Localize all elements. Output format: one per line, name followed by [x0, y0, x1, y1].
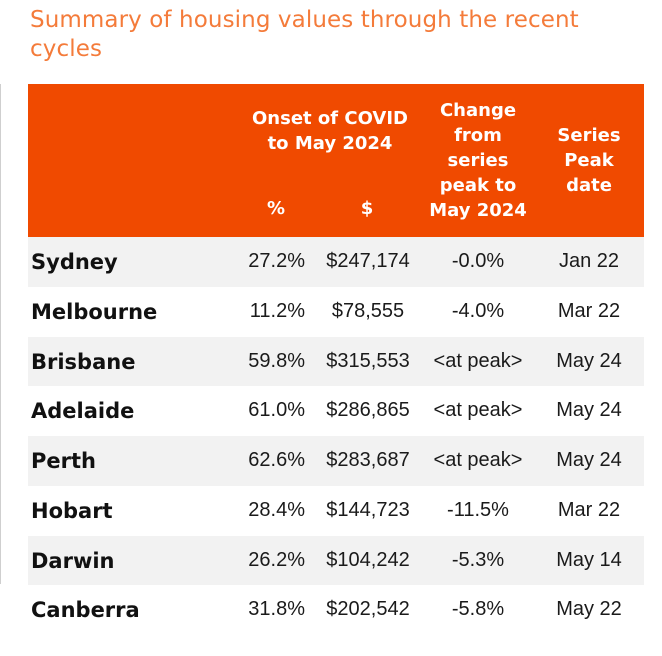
onset-dollar: $78,555: [331, 299, 405, 322]
peak-date: May 22: [556, 598, 622, 621]
city-name: Adelaide: [31, 399, 135, 424]
change-from-peak: -5.8%: [451, 598, 505, 621]
change-from-peak: <at peak>: [433, 399, 523, 422]
table-row: Canberra 31.8% $202,542 -5.8% May 22: [28, 585, 644, 635]
city-name: Melbourne: [31, 299, 158, 324]
peak-date: May 24: [556, 449, 622, 471]
onset-percent: 59.8%: [248, 349, 305, 372]
header-series-peak-date: Series Peak date: [543, 123, 635, 198]
table-row: Adelaide 61.0% $286,865 <at peak> May 24: [28, 386, 644, 436]
header-onset-of-covid: Onset of COVID to May 2024: [245, 106, 415, 156]
header-onset-line2: to May 2024: [267, 133, 393, 154]
city-name: Darwin: [31, 548, 115, 573]
header-peak-line3: date: [566, 175, 612, 196]
change-from-peak: -11.5%: [447, 498, 509, 521]
table-row: Hobart 28.4% $144,723 -11.5% Mar 22: [28, 486, 644, 536]
onset-dollar: $104,242: [326, 548, 410, 571]
onset-percent: 61.0%: [248, 399, 305, 422]
peak-date: May 14: [556, 548, 622, 571]
table-row: Perth 62.6% $283,687 <at peak> May 24: [28, 436, 644, 486]
change-from-peak: <at peak>: [433, 349, 523, 372]
onset-percent: 28.4%: [248, 498, 305, 521]
onset-percent: 62.6%: [248, 449, 305, 471]
onset-dollar: $283,687: [326, 449, 410, 471]
change-from-peak: -4.0%: [451, 299, 505, 322]
peak-date: Mar 22: [557, 299, 621, 322]
onset-dollar: $286,865: [326, 399, 410, 422]
onset-percent: 26.2%: [248, 548, 305, 571]
header-change-line3: series: [447, 150, 509, 171]
header-change-line2: from: [454, 125, 502, 146]
header-peak-line1: Series: [557, 125, 621, 146]
table-row: Melbourne 11.2% $78,555 -4.0% Mar 22: [28, 287, 644, 337]
header-percent: %: [266, 198, 286, 219]
housing-values-table: Onset of COVID to May 2024 % $ Change fr…: [28, 84, 644, 635]
onset-percent: 11.2%: [249, 299, 305, 322]
peak-date: Jan 22: [558, 250, 620, 272]
page-title: Summary of housing values through the re…: [30, 7, 579, 62]
header-change-line1: Change: [439, 100, 517, 121]
peak-date: May 24: [556, 399, 622, 422]
change-from-peak: -5.3%: [451, 548, 505, 571]
header-onset-line1: Onset of COVID: [252, 108, 408, 129]
header-dollar: $: [360, 198, 374, 219]
table-row: Sydney 27.2% $247,174 -0.0% Jan 22: [28, 237, 644, 287]
table-header: Onset of COVID to May 2024 % $ Change fr…: [28, 84, 644, 237]
city-name: Sydney: [31, 250, 118, 274]
left-divider: [0, 84, 1, 584]
onset-percent: 27.2%: [248, 250, 305, 272]
header-peak-line2: Peak: [564, 150, 614, 171]
city-name: Perth: [31, 449, 96, 473]
city-name: Hobart: [31, 498, 113, 523]
table-row: Brisbane 59.8% $315,553 <at peak> May 24: [28, 336, 644, 387]
onset-dollar: $144,723: [326, 498, 410, 521]
change-from-peak: <at peak>: [433, 449, 523, 471]
table-row: Darwin 26.2% $104,242 -5.3% May 14: [28, 535, 644, 586]
header-change-from-peak: Change from series peak to May 2024: [421, 98, 535, 223]
header-change-line4: peak to: [439, 175, 517, 196]
onset-dollar: $315,553: [326, 349, 410, 372]
onset-percent: 31.8%: [248, 598, 305, 621]
peak-date: Mar 22: [557, 498, 621, 521]
change-from-peak: -0.0%: [451, 250, 505, 272]
peak-date: May 24: [556, 349, 622, 372]
onset-dollar: $202,542: [326, 598, 410, 621]
header-change-line5: May 2024: [429, 200, 527, 221]
onset-dollar: $247,174: [326, 250, 410, 272]
city-name: Brisbane: [31, 349, 136, 374]
city-name: Canberra: [31, 598, 140, 623]
